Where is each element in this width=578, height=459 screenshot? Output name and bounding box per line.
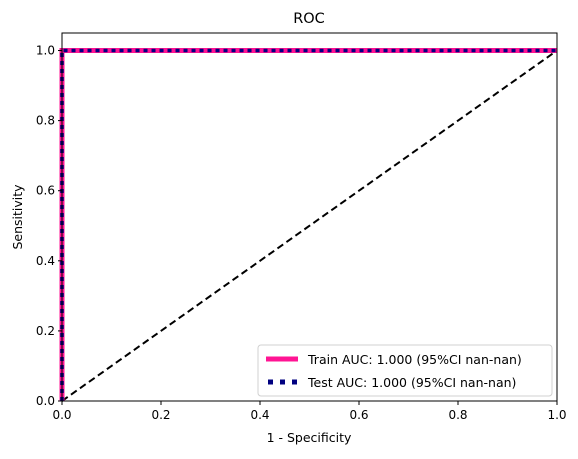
x-tick-label: 0.6 bbox=[349, 408, 368, 422]
x-tick-label: 0.8 bbox=[448, 408, 467, 422]
y-tick-label: 0.0 bbox=[36, 394, 55, 408]
y-tick-label: 0.8 bbox=[36, 114, 55, 128]
legend: Train AUC: 1.000 (95%CI nan-nan) Test AU… bbox=[257, 344, 553, 397]
y-axis-ticks: 0.0 0.2 0.4 0.6 0.8 1.0 bbox=[36, 44, 62, 408]
x-axis-ticks: 0.0 0.2 0.4 0.6 0.8 1.0 bbox=[52, 401, 567, 422]
x-tick-label: 0.0 bbox=[52, 408, 71, 422]
legend-box bbox=[257, 344, 553, 397]
reference-diagonal-line bbox=[61, 49, 558, 402]
x-tick-label: 0.2 bbox=[151, 408, 170, 422]
y-tick-label: 0.2 bbox=[36, 324, 55, 338]
x-tick-label: 0.4 bbox=[250, 408, 269, 422]
legend-label-train: Train AUC: 1.000 (95%CI nan-nan) bbox=[307, 352, 522, 367]
y-tick-label: 0.4 bbox=[36, 254, 55, 268]
series-line-test bbox=[60, 48, 557, 401]
y-axis-label: Sensitivity bbox=[10, 184, 25, 250]
x-axis-label: 1 - Specificity bbox=[267, 430, 352, 445]
plot-frame bbox=[61, 32, 558, 402]
x-tick-label: 1.0 bbox=[547, 408, 566, 422]
y-tick-label: 0.6 bbox=[36, 184, 55, 198]
legend-label-test: Test AUC: 1.000 (95%CI nan-nan) bbox=[307, 375, 516, 390]
y-tick-label: 1.0 bbox=[36, 44, 55, 58]
chart-title: ROC bbox=[293, 11, 325, 27]
